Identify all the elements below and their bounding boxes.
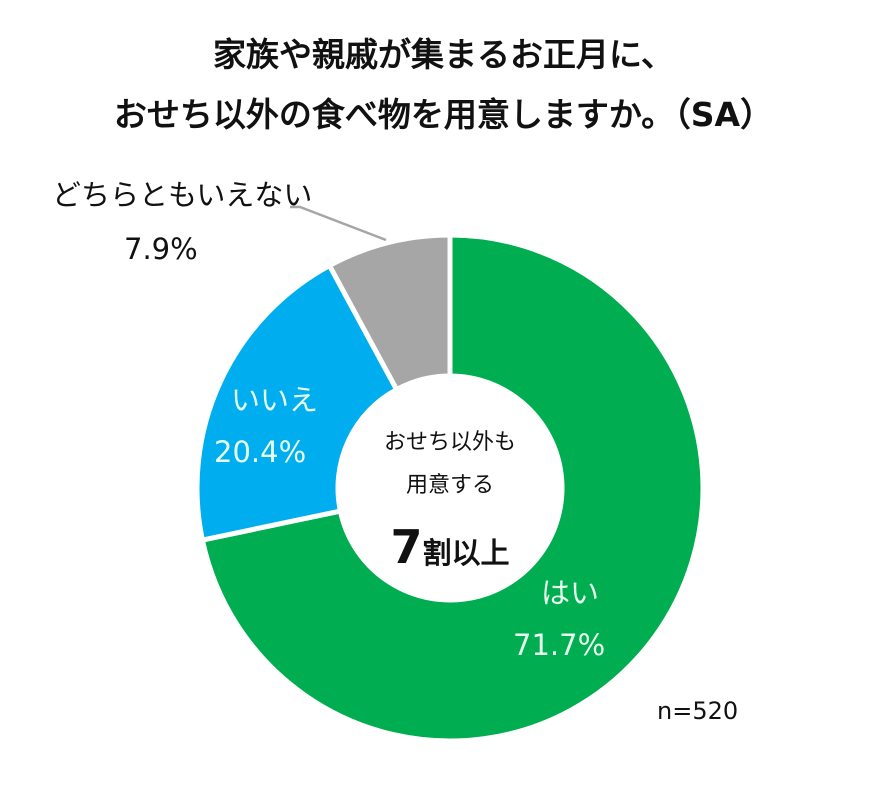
- slice-label-neutral: どちらともいえない: [52, 178, 313, 212]
- slice-percent-no: 20.4%: [214, 435, 307, 469]
- slice-percent-neutral: 7.9%: [124, 232, 198, 266]
- chart-title-line2: おせち以外の食べ物を用意しますか。（SA）: [113, 95, 774, 134]
- leader-line: [290, 205, 387, 242]
- slice-percent-yes: 71.7%: [513, 628, 606, 662]
- slice-yes: [199, 232, 706, 744]
- slice-label-yes: はい: [541, 576, 600, 610]
- center-highlight-number: 7: [390, 520, 423, 574]
- donut-slices: [194, 232, 706, 744]
- center-highlight: 7割以上: [350, 520, 550, 574]
- center-text-line1: おせち以外も: [383, 430, 516, 455]
- sample-size: n=520: [657, 697, 739, 725]
- center-text-line2: 用意する: [405, 473, 494, 498]
- slice-label-no: いいえ: [231, 383, 319, 417]
- slice-neutral: [326, 232, 453, 393]
- slice-no: [194, 262, 401, 544]
- center-highlight-text: 割以上: [422, 536, 510, 570]
- chart-title-line1: 家族や親戚が集まるお正月に、: [212, 35, 674, 74]
